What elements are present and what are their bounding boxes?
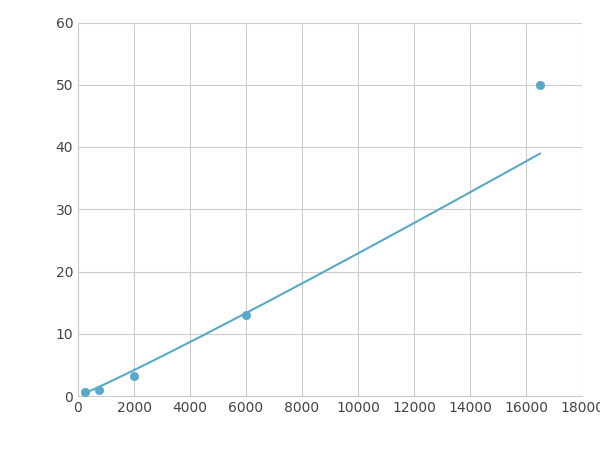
Point (80, 388, 90, 395)
Point (94, 386, 104, 393)
Point (241, 311, 251, 319)
Point (535, 81, 545, 88)
Point (129, 373, 139, 380)
